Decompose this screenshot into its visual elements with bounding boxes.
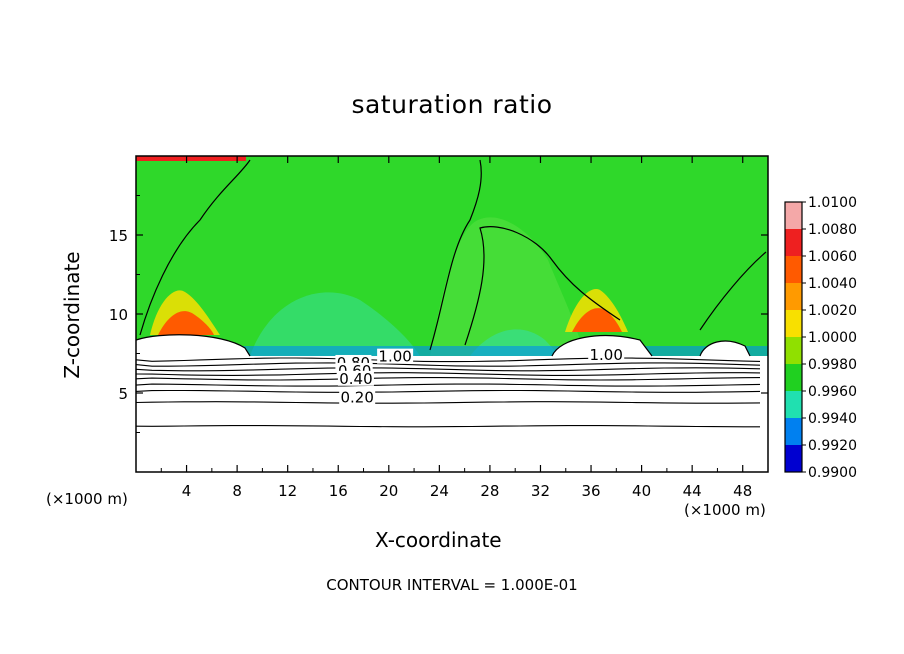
colorbar-label: 0.9940 [808, 411, 857, 427]
colorbar-swatch [785, 337, 802, 364]
field-hot-plume-right [572, 308, 622, 332]
contour-upper-4 [699, 251, 767, 331]
field-blue-band [230, 346, 768, 356]
field-top-strip [136, 156, 246, 161]
chart-title: saturation ratio [351, 90, 553, 119]
contour-line [135, 389, 761, 393]
colorbar-swatch [785, 418, 802, 445]
colorbar-label: 1.0020 [808, 303, 857, 319]
x-tick-label: 44 [683, 482, 702, 500]
x-tick-label: 4 [182, 482, 192, 500]
colorbar: 1.0100 1.0080 1.0060 1.0040 1.0020 1.0000 0.99… [784, 195, 857, 481]
colorbar-swatch [785, 283, 802, 310]
contour-label: 0.40 [339, 370, 372, 388]
contour-upper-2 [429, 159, 482, 351]
contour-line [135, 367, 761, 372]
contour-line [135, 377, 761, 381]
contour-upper-3 [464, 226, 621, 346]
field-dry-tongue [430, 217, 585, 356]
colorbar-label: 1.0000 [808, 330, 857, 346]
colorbar-label: 0.9980 [808, 357, 857, 373]
contour-line [135, 357, 761, 363]
colorbar-label: 0.9960 [808, 384, 857, 400]
contour-line [135, 362, 761, 367]
contour-line [135, 383, 761, 387]
x-tick-label: 20 [379, 482, 398, 500]
colorbar-swatch [785, 229, 802, 256]
x-tick-label: 48 [733, 482, 752, 500]
x-tick-label: 40 [632, 482, 651, 500]
colorbar-label: 0.9920 [808, 438, 857, 454]
field-hot-plume-left [158, 311, 214, 335]
colorbar-swatch [785, 445, 802, 472]
contour-label-bg [377, 348, 414, 364]
contour-label: 1.00 [590, 346, 623, 364]
contour-interval-note: CONTOUR INTERVAL = 1.000E-01 [326, 576, 578, 594]
colorbar-swatch [785, 310, 802, 337]
x-tick-label: 36 [581, 482, 600, 500]
colorbar-label: 1.0100 [808, 195, 857, 211]
y-tick-label: 10 [109, 306, 128, 324]
x-unit-label-right: (×1000 m) [684, 501, 766, 519]
contour-line [135, 401, 761, 404]
x-tick-label: 12 [278, 482, 297, 500]
colorbar-swatch [785, 391, 802, 418]
contour-label: 0.20 [340, 389, 373, 407]
contour-label-bg [337, 370, 374, 386]
colorbar-swatch [785, 202, 802, 229]
colorbar-swatch [785, 364, 802, 391]
y-tick-label: 5 [118, 385, 128, 403]
x-unit-label-left: (×1000 m) [46, 490, 128, 508]
contour-labels: 1.001.000.800.600.400.20 [335, 346, 625, 407]
contour-cloud-left [135, 334, 251, 357]
x-tick-label: 24 [430, 482, 449, 500]
cloud-right [552, 335, 652, 356]
x-axis-label: X-coordinate [375, 528, 502, 552]
stable-layer-contours [135, 357, 761, 428]
x-tick-label: 16 [329, 482, 348, 500]
x-tick-label: 8 [232, 482, 242, 500]
x-tick-label: 32 [531, 482, 550, 500]
contour-label: 1.00 [378, 348, 411, 366]
x-tick-label: 28 [480, 482, 499, 500]
contour-cloud-far-right [699, 340, 751, 357]
y-tick-label: 15 [109, 227, 128, 245]
contour-line [135, 425, 760, 428]
y-axis-ticks: 5 10 15 [109, 195, 768, 433]
cloud-left [136, 334, 250, 356]
x-axis-ticks: 4 8 12 16 20 24 28 32 36 40 44 48 [160, 156, 752, 500]
colorbar-label: 1.0080 [808, 222, 857, 238]
contour-label-bg [588, 347, 625, 363]
contour-line [135, 372, 761, 376]
contour-upper-1 [139, 159, 251, 336]
colorbar-label: 1.0060 [808, 249, 857, 265]
cloud-far-right [700, 341, 750, 356]
field-cyan-patch-left [250, 292, 420, 356]
contour-label-bg [339, 389, 376, 405]
colorbar-swatch [785, 256, 802, 283]
colorbar-label: 1.0040 [808, 276, 857, 292]
colorbar-label: 0.9900 [808, 465, 857, 481]
contour-cloud-right [551, 335, 653, 357]
